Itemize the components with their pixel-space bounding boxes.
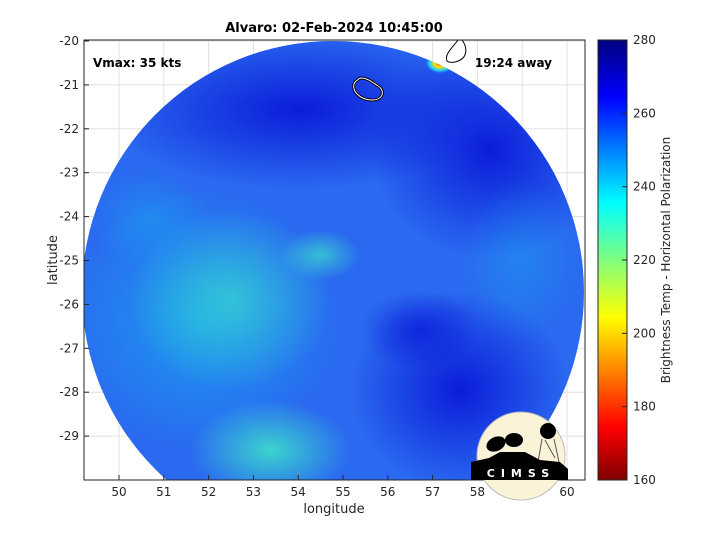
colorbar-tick-label: 160 — [633, 473, 656, 487]
y-tick-label: -26 — [59, 297, 79, 311]
x-tick-label: 50 — [111, 485, 126, 499]
x-axis-label: longitude — [303, 502, 364, 517]
y-tick-label: -27 — [59, 341, 79, 355]
x-tick-label: 57 — [425, 485, 440, 499]
time-away-annotation: 19:24 away — [475, 56, 552, 70]
vmax-annotation: Vmax: 35 kts — [93, 56, 181, 70]
chart-title: Alvaro: 02-Feb-2024 10:45:00 — [225, 21, 443, 36]
x-tick-label: 55 — [335, 485, 350, 499]
colorbar-tick-label: 220 — [633, 253, 656, 267]
x-tick-label: 52 — [201, 485, 216, 499]
y-tick-label: -24 — [59, 210, 79, 224]
colorbar-tick-label: 280 — [633, 33, 656, 47]
y-tick-label: -23 — [59, 166, 79, 180]
x-tick-label: 58 — [470, 485, 485, 499]
x-tick-label: 54 — [291, 485, 306, 499]
logo-text: CIMSS — [487, 467, 555, 480]
coastline-contour — [445, 39, 467, 63]
cimss-logo: CIMSS — [471, 411, 568, 501]
y-tick-label: -22 — [59, 122, 79, 136]
y-tick-label: -21 — [59, 78, 79, 92]
x-tick-label: 56 — [380, 485, 395, 499]
x-tick-label: 60 — [559, 485, 574, 499]
colorbar-label: Brightness Temp - Horizontal Polarizatio… — [659, 137, 673, 384]
colorbar-tick-label: 200 — [633, 326, 656, 340]
x-tick-label: 51 — [156, 485, 171, 499]
y-tick-label: -29 — [59, 429, 79, 443]
y-axis-label: latitude — [46, 235, 61, 285]
y-tick-label: -28 — [59, 385, 79, 399]
colorbar-tick-label: 180 — [633, 400, 656, 414]
y-tick-label: -25 — [59, 254, 79, 268]
y-tick-label: -20 — [59, 34, 79, 48]
x-tick-label: 53 — [246, 485, 261, 499]
colorbar-tick-label: 260 — [633, 106, 656, 120]
colorbar-tick-label: 240 — [633, 180, 656, 194]
